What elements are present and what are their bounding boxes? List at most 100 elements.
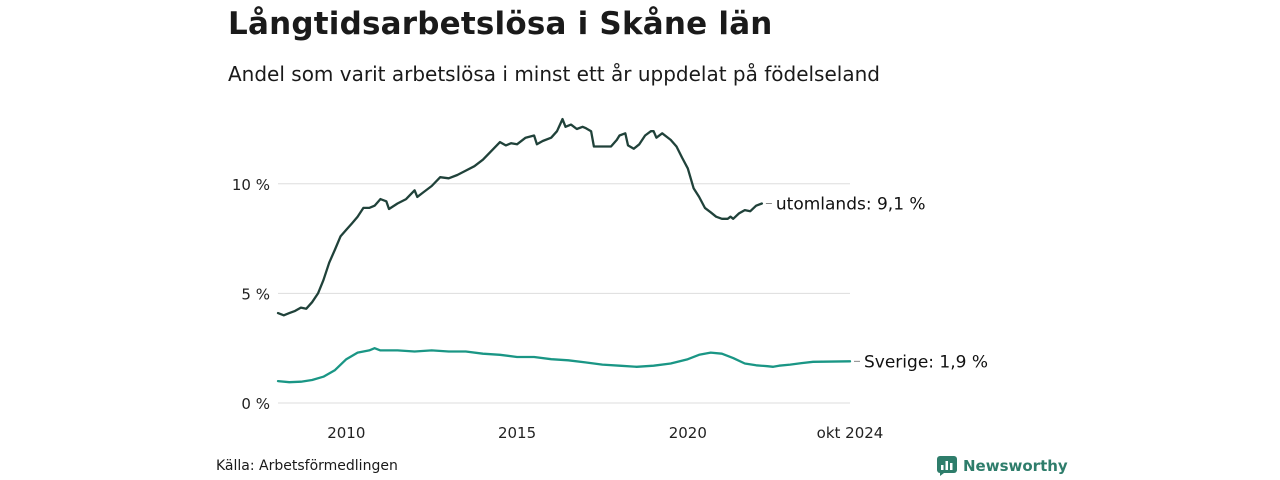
series-line-utomlands xyxy=(276,117,764,317)
data-point xyxy=(755,364,757,366)
data-point xyxy=(465,350,467,353)
chart-title: Långtidsarbetslösa i Skåne län xyxy=(228,6,773,42)
data-point xyxy=(317,292,319,294)
data-point xyxy=(693,187,695,189)
data-point xyxy=(601,145,604,148)
data-point xyxy=(416,196,418,198)
data-point xyxy=(374,347,376,349)
data-point xyxy=(328,262,330,264)
series-line-sverige xyxy=(276,347,852,384)
data-point xyxy=(778,365,780,367)
data-point xyxy=(550,358,552,360)
data-point xyxy=(345,358,347,360)
data-point xyxy=(516,143,518,145)
data-point xyxy=(738,212,740,214)
data-point xyxy=(567,359,569,361)
data-point xyxy=(766,365,769,367)
data-point xyxy=(439,176,441,178)
data-point xyxy=(396,349,399,351)
data-point xyxy=(732,357,734,359)
data-point xyxy=(687,358,689,360)
data-point xyxy=(636,366,638,368)
data-point xyxy=(584,361,586,363)
data-point xyxy=(761,202,763,205)
data-point xyxy=(368,349,370,351)
data-point xyxy=(698,354,700,356)
data-point xyxy=(422,191,424,194)
grid-layer xyxy=(278,183,850,404)
data-point xyxy=(499,141,501,143)
data-point xyxy=(482,353,484,355)
data-point xyxy=(396,202,399,205)
data-point xyxy=(499,354,501,356)
label-layer: utomlands: 9,1 % Sverige: 1,9 % xyxy=(765,195,988,372)
data-point xyxy=(749,210,751,212)
data-point xyxy=(653,365,655,367)
data-point xyxy=(610,145,612,148)
brand-name: Newsworthy xyxy=(963,457,1068,475)
data-point xyxy=(388,208,390,210)
data-point xyxy=(704,207,706,209)
data-point xyxy=(653,130,655,132)
data-point xyxy=(744,362,746,365)
data-point xyxy=(482,159,484,161)
data-point xyxy=(414,350,416,353)
data-point xyxy=(533,356,535,358)
data-point xyxy=(379,349,381,351)
data-point xyxy=(564,126,567,128)
data-point xyxy=(414,189,416,191)
data-point xyxy=(516,356,518,358)
data-point xyxy=(727,218,729,220)
x-tick-label: 2020 xyxy=(669,424,707,442)
x-tick-label: 2015 xyxy=(498,424,536,442)
data-point xyxy=(732,218,734,220)
data-point xyxy=(655,137,658,139)
data-point xyxy=(561,118,564,120)
series-end-label: utomlands: 9,1 % xyxy=(776,195,926,215)
data-point xyxy=(448,177,450,179)
data-point xyxy=(710,211,712,213)
y-tick-label: 0 % xyxy=(241,395,270,413)
data-point xyxy=(505,144,507,146)
data-point xyxy=(536,143,538,145)
data-point xyxy=(616,139,618,141)
series-layer xyxy=(276,117,852,384)
data-point xyxy=(533,134,535,137)
data-point xyxy=(721,353,723,355)
data-point xyxy=(368,207,370,209)
data-point xyxy=(277,380,279,382)
data-point xyxy=(300,307,302,309)
data-point xyxy=(465,170,467,172)
data-point xyxy=(638,143,640,145)
data-point xyxy=(681,156,683,159)
data-point xyxy=(283,314,285,316)
data-point xyxy=(687,167,689,169)
data-point xyxy=(305,308,307,310)
data-point xyxy=(448,350,450,353)
data-point xyxy=(698,196,700,198)
data-point xyxy=(311,379,313,381)
data-point xyxy=(556,130,558,132)
data-point xyxy=(357,352,359,354)
x-tick-label: okt 2024 xyxy=(817,424,884,442)
data-point xyxy=(322,279,324,281)
data-point xyxy=(812,361,814,363)
data-point xyxy=(582,126,584,128)
data-point xyxy=(288,312,290,314)
data-point xyxy=(800,362,803,364)
data-point xyxy=(550,137,552,139)
data-point xyxy=(525,137,527,139)
source-note: Källa: Arbetsförmedlingen xyxy=(216,458,398,474)
x-tick-label: 2010 xyxy=(327,424,365,442)
data-point xyxy=(473,165,475,167)
data-point xyxy=(590,130,592,132)
data-point xyxy=(405,198,407,200)
y-tick-label: 5 % xyxy=(241,285,270,303)
brand[interactable]: Newsworthy xyxy=(937,456,1068,476)
data-point xyxy=(627,144,629,146)
data-point xyxy=(721,218,723,220)
data-point xyxy=(624,132,626,134)
y-tick-label: 10 % xyxy=(232,176,270,194)
data-point xyxy=(542,140,544,142)
